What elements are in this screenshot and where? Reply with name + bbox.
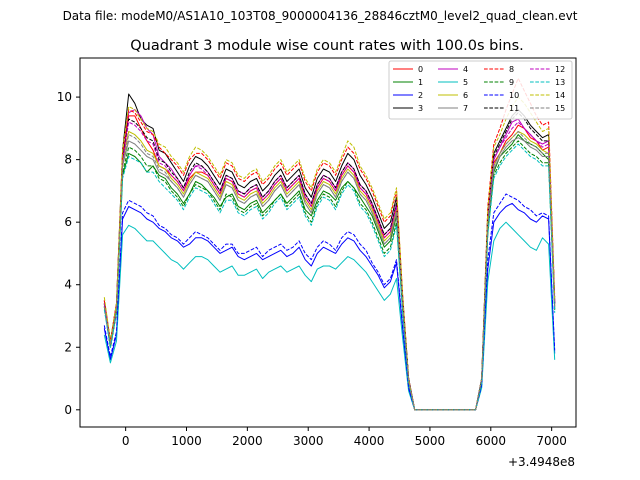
x-tick-label: 3000 (293, 434, 324, 448)
series-line-12 (103, 121, 556, 411)
figure-suptitle: Data file: modeM0/AS1A10_103T08_90000041… (63, 9, 578, 23)
y-tick-label: 2 (64, 340, 72, 354)
x-tick-label: 4000 (354, 434, 385, 448)
chart-title: Quadrant 3 module wise count rates with … (130, 38, 524, 54)
x-tick-label: 6000 (476, 434, 507, 448)
legend-label-10: 10 (509, 91, 519, 100)
series-line-14 (103, 96, 556, 411)
legend-label-9: 9 (509, 78, 514, 87)
x-tick-label: 1000 (171, 434, 202, 448)
y-tick-label: 4 (64, 278, 72, 292)
x-tick-label: 5000 (415, 434, 446, 448)
legend-label-3: 3 (418, 104, 423, 113)
legend-label-4: 4 (463, 65, 468, 74)
legend-label-12: 12 (555, 65, 565, 74)
legend-label-6: 6 (463, 91, 468, 100)
x-tick-label: 2000 (232, 434, 263, 448)
series-line-5 (103, 221, 556, 411)
series-line-11 (103, 112, 556, 411)
y-tick-label: 0 (64, 403, 72, 417)
x-axis: 0 1000 2000 3000 4000 5000 6000 7000 (122, 427, 567, 448)
series-line-8 (103, 77, 556, 411)
x-offset-label: +3.4948e8 (508, 455, 575, 469)
legend-label-11: 11 (509, 104, 519, 113)
legend-label-2: 2 (418, 91, 423, 100)
series-line-13 (103, 143, 556, 411)
legend-label-8: 8 (509, 65, 514, 74)
legend-label-1: 1 (418, 78, 423, 87)
legend-label-5: 5 (463, 78, 468, 87)
x-tick-label: 0 (122, 434, 130, 448)
legend-frame (388, 60, 573, 120)
y-axis: 0 2 4 6 8 10 (57, 90, 80, 417)
y-tick-label: 10 (57, 90, 72, 104)
plot-frame (79, 57, 577, 428)
series-line-9 (103, 140, 556, 411)
y-tick-label: 6 (64, 215, 72, 229)
legend-label-0: 0 (418, 65, 423, 74)
x-tick-label: 7000 (536, 434, 567, 448)
series-group (103, 77, 556, 411)
series-line-2 (103, 202, 556, 411)
legend-label-14: 14 (555, 91, 565, 100)
y-tick-label: 8 (64, 153, 72, 167)
legend-label-7: 7 (463, 104, 468, 113)
series-line-10 (103, 193, 556, 411)
legend-label-13: 13 (555, 78, 565, 87)
legend-label-15: 15 (555, 104, 565, 113)
